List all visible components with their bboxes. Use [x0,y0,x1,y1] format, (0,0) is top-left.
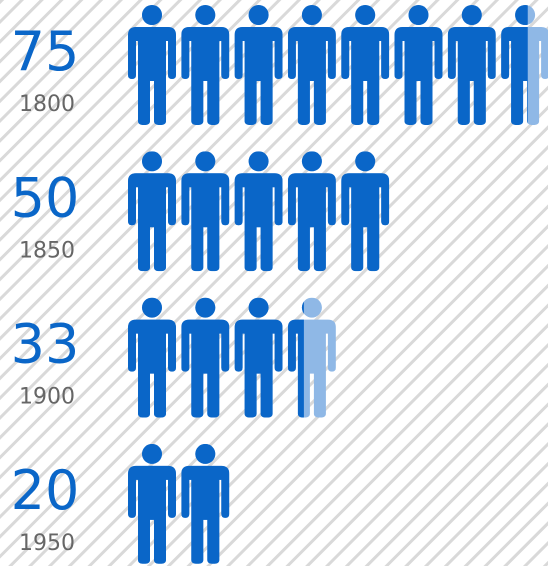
value-label: 75 [11,20,80,83]
category-label: 1800 [19,92,75,117]
category-label: 1850 [19,238,75,263]
value-label: 33 [11,313,80,376]
value-label: 50 [11,166,80,229]
value-label: 20 [11,459,80,522]
category-label: 1950 [19,531,75,556]
category-label: 1900 [19,385,75,410]
